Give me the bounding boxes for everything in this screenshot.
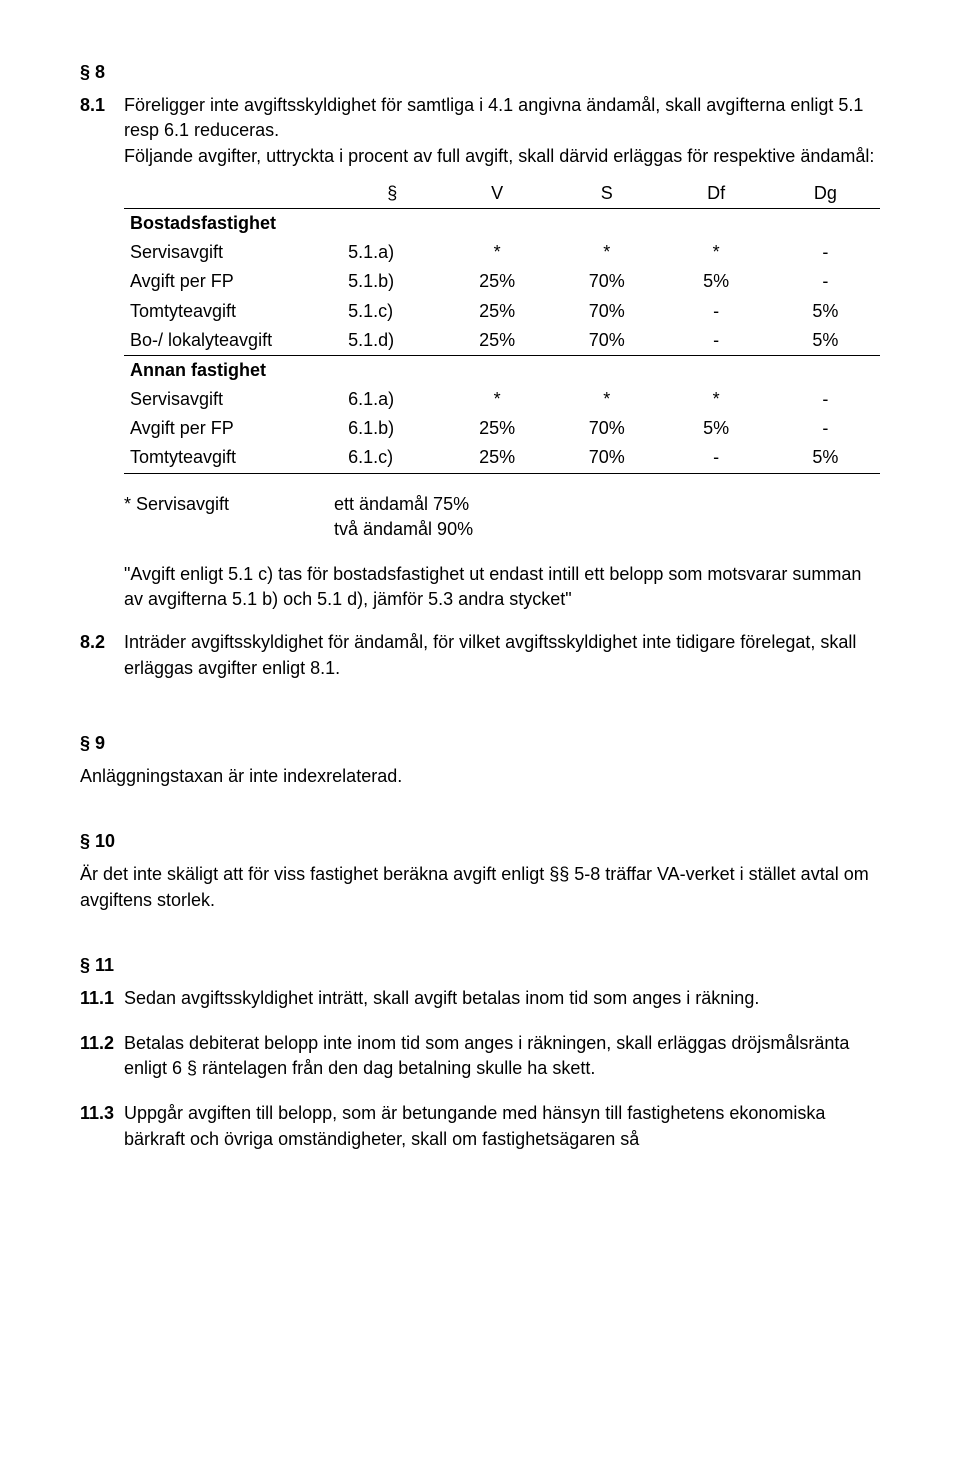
cell: *: [552, 385, 662, 414]
cell: 25%: [442, 297, 552, 326]
fee-table: § V S Df Dg Bostadsfastighet Servisavgif…: [124, 179, 880, 474]
cell: Servisavgift: [124, 238, 342, 267]
table-row: Tomtyteavgift 5.1.c) 25% 70% - 5%: [124, 297, 880, 326]
cell: 5%: [662, 414, 771, 443]
table-row: Avgift per FP 6.1.b) 25% 70% 5% -: [124, 414, 880, 443]
cell: -: [771, 267, 880, 296]
cell: 5%: [771, 297, 880, 326]
cell: -: [771, 414, 880, 443]
cell: 6.1.b): [342, 414, 442, 443]
cell: 5.1.c): [342, 297, 442, 326]
cell: 5.1.a): [342, 238, 442, 267]
para-11-2: 11.2 Betalas debiterat belopp inte inom …: [80, 1031, 880, 1081]
cell: Avgift per FP: [124, 267, 342, 296]
para-11-3: 11.3 Uppgår avgiften till belopp, som är…: [80, 1101, 880, 1151]
section-10-text: Är det inte skäligt att för viss fastigh…: [80, 862, 880, 912]
cell: 70%: [552, 414, 662, 443]
para-num: 11.3: [80, 1101, 124, 1151]
cell: 6.1.a): [342, 385, 442, 414]
table-group-row: Annan fastighet: [124, 355, 880, 385]
cell: 25%: [442, 326, 552, 356]
cell: *: [442, 385, 552, 414]
para-text: Uppgår avgiften till belopp, som är betu…: [124, 1101, 880, 1151]
section-9-heading: § 9: [80, 731, 880, 756]
servis-line-2: två ändamål 90%: [334, 517, 473, 542]
cell: 5.1.d): [342, 326, 442, 356]
servis-label: * Servisavgift: [124, 492, 334, 542]
cell: 5%: [771, 443, 880, 473]
group-label: Bostadsfastighet: [124, 208, 880, 238]
para-text: Sedan avgiftsskyldighet inträtt, skall a…: [124, 986, 880, 1011]
cell: -: [662, 297, 771, 326]
cell: 5%: [662, 267, 771, 296]
col-section: §: [342, 179, 442, 209]
cell: 70%: [552, 297, 662, 326]
fee-table-block: § V S Df Dg Bostadsfastighet Servisavgif…: [124, 179, 880, 613]
cell: 5%: [771, 326, 880, 356]
cell: Tomtyteavgift: [124, 443, 342, 473]
col-df: Df: [662, 179, 771, 209]
col-dg: Dg: [771, 179, 880, 209]
section-10-heading: § 10: [80, 829, 880, 854]
section-9-text: Anläggningstaxan är inte indexrelaterad.: [80, 764, 880, 789]
col-v: V: [442, 179, 552, 209]
para-num: 11.1: [80, 986, 124, 1011]
para-text: Inträder avgiftsskyldighet för ändamål, …: [124, 630, 880, 680]
group-label: Annan fastighet: [124, 355, 880, 385]
col-s: S: [552, 179, 662, 209]
cell: -: [662, 326, 771, 356]
cell: 70%: [552, 443, 662, 473]
cell: 70%: [552, 326, 662, 356]
cell: Tomtyteavgift: [124, 297, 342, 326]
cell: 5.1.b): [342, 267, 442, 296]
table-row: Servisavgift 6.1.a) * * * -: [124, 385, 880, 414]
cell: 25%: [442, 414, 552, 443]
para-11-1: 11.1 Sedan avgiftsskyldighet inträtt, sk…: [80, 986, 880, 1011]
para-8-2: 8.2 Inträder avgiftsskyldighet för ändam…: [80, 630, 880, 680]
cell: -: [662, 443, 771, 473]
cell: 70%: [552, 267, 662, 296]
servisavgift-note: * Servisavgift ett ändamål 75% två ändam…: [124, 492, 880, 542]
table-row: Servisavgift 5.1.a) * * * -: [124, 238, 880, 267]
cell: 25%: [442, 443, 552, 473]
section-11-heading: § 11: [80, 953, 880, 978]
para-8-1: 8.1 Föreligger inte avgiftsskyldighet fö…: [80, 93, 880, 169]
cell: -: [771, 238, 880, 267]
para-text: Föreligger inte avgiftsskyldighet för sa…: [124, 93, 880, 169]
table-row: Avgift per FP 5.1.b) 25% 70% 5% -: [124, 267, 880, 296]
section-8-heading: § 8: [80, 60, 880, 85]
cell: 6.1.c): [342, 443, 442, 473]
cell: Avgift per FP: [124, 414, 342, 443]
cell: *: [442, 238, 552, 267]
cell: -: [771, 385, 880, 414]
cell: Bo-/ lokalyteavgift: [124, 326, 342, 356]
table-group-row: Bostadsfastighet: [124, 208, 880, 238]
cell: *: [662, 385, 771, 414]
para-text: Betalas debiterat belopp inte inom tid s…: [124, 1031, 880, 1081]
para-num: 8.1: [80, 93, 124, 169]
table-row: Tomtyteavgift 6.1.c) 25% 70% - 5%: [124, 443, 880, 473]
cell: Servisavgift: [124, 385, 342, 414]
servis-line-1: ett ändamål 75%: [334, 492, 473, 517]
quote-text: "Avgift enligt 5.1 c) tas för bostadsfas…: [124, 562, 880, 612]
cell: 25%: [442, 267, 552, 296]
cell: *: [552, 238, 662, 267]
table-header-row: § V S Df Dg: [124, 179, 880, 209]
table-row: Bo-/ lokalyteavgift 5.1.d) 25% 70% - 5%: [124, 326, 880, 356]
text: Föreligger inte avgiftsskyldighet för sa…: [124, 95, 863, 140]
para-num: 11.2: [80, 1031, 124, 1081]
text: Följande avgifter, uttryckta i procent a…: [124, 146, 874, 166]
cell: *: [662, 238, 771, 267]
para-num: 8.2: [80, 630, 124, 680]
